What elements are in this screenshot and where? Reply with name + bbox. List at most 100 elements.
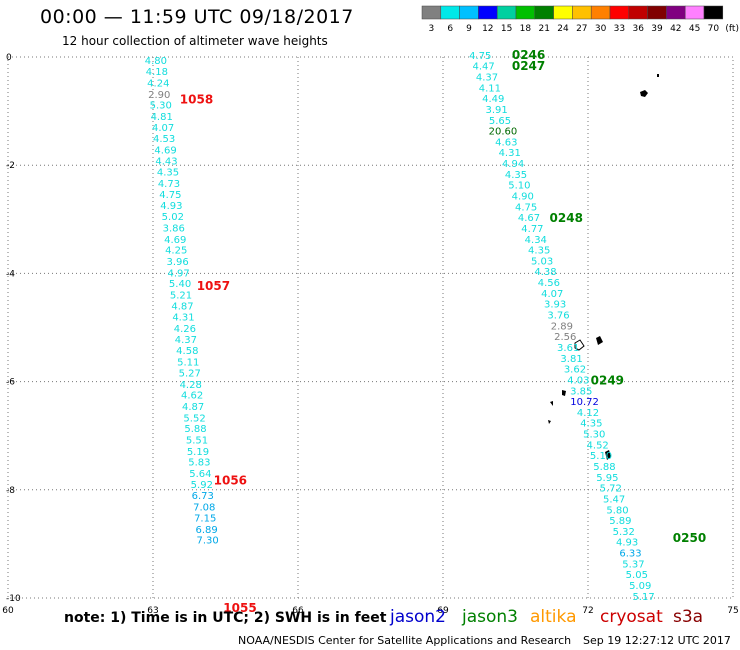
wave-height-value: 4.35 [528, 246, 550, 257]
wave-height-value: 4.07 [541, 289, 563, 300]
wave-height-value: 4.43 [155, 156, 177, 167]
wave-height-value: 5.10 [590, 451, 612, 462]
chart-title: 00:00 — 11:59 UTC 09/18/2017 [40, 6, 354, 28]
wave-height-value: 6.33 [619, 549, 641, 560]
y-tick-label: -6 [6, 378, 15, 388]
wave-height-value: 2.89 [551, 321, 573, 332]
wave-height-value: 4.77 [521, 224, 543, 235]
color-swatch [590, 5, 611, 20]
color-scale-label: 33 [614, 24, 625, 34]
wave-height-value: 4.25 [165, 246, 187, 257]
color-scale-label: 6 [447, 24, 453, 34]
wave-height-value: 5.30 [583, 430, 605, 441]
wave-height-value: 4.37 [175, 335, 197, 346]
color-swatch [496, 5, 517, 20]
generation-timestamp: Sep 19 12:27:12 UTC 2017 [583, 634, 731, 647]
wave-height-value: 3.61 [557, 343, 579, 354]
wave-height-value: 4.07 [152, 123, 174, 134]
color-swatch [459, 5, 479, 20]
wave-height-value: 4.87 [171, 301, 193, 312]
wave-height-value: 3.96 [167, 257, 189, 268]
wave-height-value: 5.19 [187, 447, 209, 458]
wave-height-value: 5.95 [596, 473, 618, 484]
wave-height-value: 4.31 [499, 148, 521, 159]
wave-height-value: 6.89 [196, 525, 218, 536]
wave-height-value: 4.11 [479, 83, 501, 94]
color-swatch [478, 5, 498, 20]
wave-height-value: 3.86 [163, 223, 185, 234]
wave-height-value: 4.53 [153, 134, 175, 145]
wave-height-value: 4.58 [176, 346, 198, 357]
wave-height-value: 4.97 [167, 268, 189, 279]
wave-height-value: 4.28 [180, 380, 202, 391]
wave-height-value: 3.93 [544, 300, 566, 311]
wave-height-value: 5.03 [531, 256, 553, 267]
wave-height-value: 5.32 [613, 527, 635, 538]
wave-height-value: 5.05 [626, 570, 648, 581]
wave-height-value: 5.52 [183, 413, 205, 424]
wave-height-value: 7.15 [194, 513, 216, 524]
wave-height-value: 2.90 [148, 90, 170, 101]
wave-height-value: 5.11 [177, 358, 199, 369]
wave-height-value: 4.26 [174, 324, 196, 335]
wave-height-value: 5.92 [191, 480, 213, 491]
satellite-legend-altika: altika [530, 607, 577, 627]
color-scale-label: 12 [482, 24, 493, 34]
axes: 60 63 66 69 72 75 0 -2 -4 -6 -8 -10 [2, 53, 738, 616]
island [640, 90, 648, 97]
wave-height-value: 5.37 [622, 559, 644, 570]
wave-height-value: 4.18 [146, 67, 168, 78]
color-swatch [572, 5, 592, 20]
color-swatch [628, 5, 648, 20]
x-tick-label: 63 [147, 606, 158, 616]
wave-height-value: 4.47 [472, 62, 494, 73]
wave-height-value: 5.21 [170, 290, 192, 301]
satellite-legend-s3a: s3a [673, 607, 704, 627]
wave-height-value: 5.51 [186, 435, 208, 446]
wave-height-value: 4.52 [587, 440, 609, 451]
color-scale-label: 45 [689, 24, 700, 34]
pass-time-label: 0249 [591, 373, 624, 387]
color-swatch [666, 5, 686, 20]
pass-time-label: 0246 [512, 48, 545, 62]
wave-height-value: 4.12 [577, 408, 599, 419]
pass-time-label: 1055 [223, 601, 256, 615]
color-swatch [515, 5, 536, 20]
color-scale-label: 39 [651, 24, 663, 34]
wave-height-value: 4.35 [580, 419, 602, 430]
wave-height-value: 5.47 [603, 494, 625, 505]
x-tick-label: 66 [292, 606, 304, 616]
coastline [548, 74, 659, 460]
color-scale-label: (ft) [725, 24, 739, 34]
satellite-legend-jason3: jason3 [462, 607, 518, 627]
x-tick-label: 75 [727, 606, 738, 616]
color-scale-label: 9 [466, 24, 472, 34]
color-swatch [534, 5, 554, 20]
color-scale-legend: 3 6 9 12 15 18 21 24 27 30 33 36 39 42 45 70 (ft) [421, 5, 739, 34]
color-swatch [553, 5, 573, 20]
color-swatch [647, 5, 667, 20]
data-marks: 4.804.184.242.905.304.814.074.534.694.43… [145, 48, 706, 615]
wave-height-value: 3.62 [564, 365, 586, 376]
color-swatch [609, 5, 630, 20]
wave-height-value: 4.67 [518, 213, 540, 224]
pass-time-label: 0250 [673, 531, 706, 545]
plot-frame [7, 56, 734, 599]
island [657, 74, 659, 77]
pass-time-label: 1056 [214, 474, 247, 488]
y-tick-label: -10 [6, 594, 21, 604]
wave-height-value: 5.83 [188, 458, 210, 469]
pass-time-label: 1058 [180, 93, 213, 107]
wave-height-value: 4.75 [469, 51, 491, 62]
wave-height-value: 5.27 [179, 368, 201, 379]
x-tick-label: 69 [437, 606, 449, 616]
wave-height-value: 5.65 [489, 116, 511, 127]
wave-height-value: 4.80 [145, 56, 167, 67]
grid [7, 56, 734, 599]
wave-height-value: 2.56 [554, 332, 576, 343]
wave-height-value: 4.81 [151, 112, 173, 123]
y-tick-label: -2 [6, 161, 15, 171]
wave-height-value: 4.38 [534, 267, 556, 278]
color-swatch [421, 5, 442, 20]
color-scale-label: 18 [520, 24, 532, 34]
